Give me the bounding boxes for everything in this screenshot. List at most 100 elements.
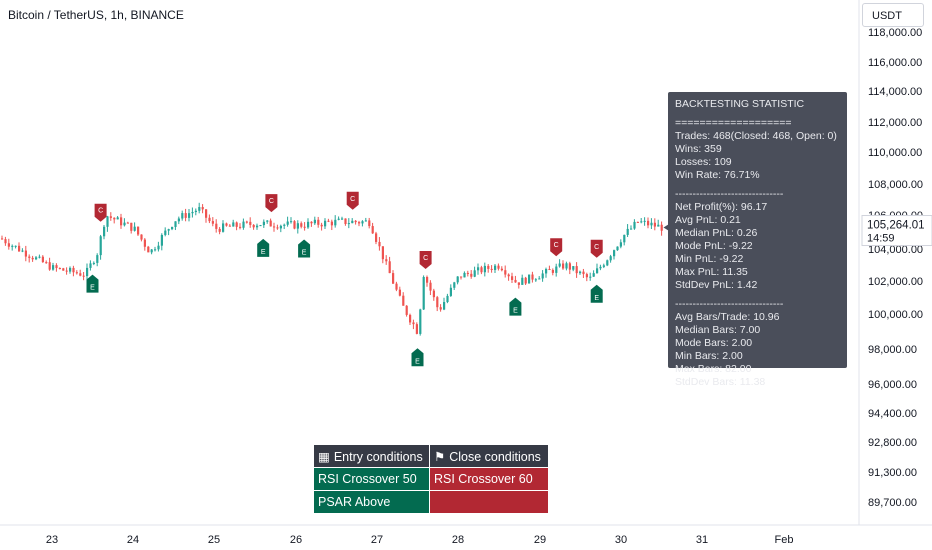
candle-body — [466, 272, 469, 274]
candle-body — [198, 207, 201, 211]
grid-icon: ▦ — [318, 449, 330, 464]
entry-marker — [86, 274, 99, 293]
candle-body — [14, 245, 17, 247]
close-marker — [550, 238, 563, 257]
candle-body — [160, 234, 163, 246]
candle-body — [18, 245, 21, 252]
candle-body — [330, 221, 333, 226]
candle-body — [616, 246, 619, 251]
candle-body — [453, 282, 456, 288]
candle-body — [358, 222, 361, 224]
candle-body — [636, 221, 639, 223]
candle-body — [551, 269, 554, 273]
candle-body — [177, 218, 180, 222]
candle-body — [534, 279, 537, 281]
candle-body — [147, 246, 150, 253]
candle-body — [215, 223, 218, 229]
candle-body — [514, 279, 517, 283]
candle-body — [239, 226, 242, 228]
price-tick-label: 89,700.00 — [868, 497, 917, 509]
stat-line: Max Bars: 82.00 — [675, 363, 752, 375]
candle-body — [647, 220, 650, 226]
candle-body — [582, 271, 585, 275]
candle-body — [419, 309, 422, 334]
entry-marker-label: E — [594, 295, 599, 302]
candle-body — [286, 221, 289, 225]
countdown-label: 14:59 — [867, 233, 895, 245]
candle-body — [344, 218, 347, 224]
candle-body — [120, 217, 123, 226]
candle-body — [123, 222, 126, 226]
candle-body — [300, 223, 303, 227]
entry-marker — [411, 348, 424, 367]
candle-body — [511, 276, 514, 280]
candle-body — [653, 222, 656, 227]
candle-body — [351, 220, 354, 224]
candle-body — [606, 260, 609, 266]
candle-body — [623, 234, 626, 243]
candle-body — [609, 256, 612, 261]
stat-line: Avg Bars/Trade: 10.96 — [675, 311, 780, 323]
candle-body — [385, 259, 388, 262]
close-marker-label: C — [269, 198, 274, 205]
stat-line: Wins: 359 — [675, 143, 722, 155]
candle-body — [558, 263, 561, 267]
candle-body — [531, 274, 534, 280]
entry-marker-label: E — [302, 250, 307, 257]
candle-body — [599, 266, 602, 269]
candle-body — [657, 224, 660, 227]
candle-body — [126, 222, 129, 224]
candle-body — [133, 226, 136, 231]
close-marker-label: C — [98, 208, 103, 215]
conditions-table: ▦ Entry conditions ⚑ Close conditions RSI … — [313, 444, 549, 514]
entry-marker — [509, 297, 522, 316]
price-tick-label: 118,000.00 — [868, 27, 922, 39]
close-marker — [94, 203, 107, 222]
candle-body — [500, 268, 503, 271]
close-conditions-header: ⚑ Close conditions — [429, 444, 549, 468]
candle-body — [181, 213, 184, 219]
candle-body — [188, 213, 191, 218]
candle-body — [150, 249, 153, 253]
candle-body — [337, 218, 340, 220]
candle-body — [409, 314, 412, 323]
time-tick-label: 27 — [371, 534, 383, 546]
backtesting-stats-panel: BACKTESTING STATISTIC ===================… — [668, 92, 847, 388]
candle-body — [157, 245, 160, 250]
candle-body — [528, 274, 531, 284]
candle-body — [436, 297, 439, 308]
stat-line: Net Profit(%): 96.17 — [675, 201, 768, 213]
close-condition-cell — [429, 490, 549, 514]
candle-body — [324, 220, 327, 227]
candle-body — [463, 272, 466, 278]
candle-body — [259, 225, 262, 227]
candle-body — [426, 276, 429, 283]
candle-body — [470, 273, 473, 277]
currency-selector[interactable]: USDT — [862, 3, 924, 27]
price-tick-label: 116,000.00 — [868, 57, 922, 69]
candle-body — [310, 221, 313, 224]
close-marker-label: C — [594, 244, 599, 251]
price-tick-label: 92,800.00 — [868, 437, 917, 449]
candle-body — [103, 226, 106, 237]
candle-body — [290, 221, 293, 223]
candle-body — [69, 267, 72, 272]
candle-body — [62, 268, 65, 271]
time-tick-label: Feb — [775, 534, 794, 546]
candle-body — [521, 277, 524, 285]
candle-body — [7, 243, 10, 247]
candle-body — [208, 217, 211, 222]
stat-line: StdDev PnL: 1.42 — [675, 279, 758, 291]
candle-body — [249, 221, 252, 225]
entry-marker-label: E — [513, 308, 518, 315]
close-condition-cell: RSI Crossover 60 — [429, 467, 549, 491]
candle-body — [565, 263, 568, 269]
candle-body — [585, 274, 588, 278]
candle-body — [341, 218, 344, 220]
candle-body — [361, 221, 364, 224]
entry-marker — [257, 238, 270, 257]
candle-body — [443, 302, 446, 310]
stat-line: ------------------------------- — [675, 188, 784, 200]
current-price-label: 105,264.01 — [867, 220, 925, 232]
